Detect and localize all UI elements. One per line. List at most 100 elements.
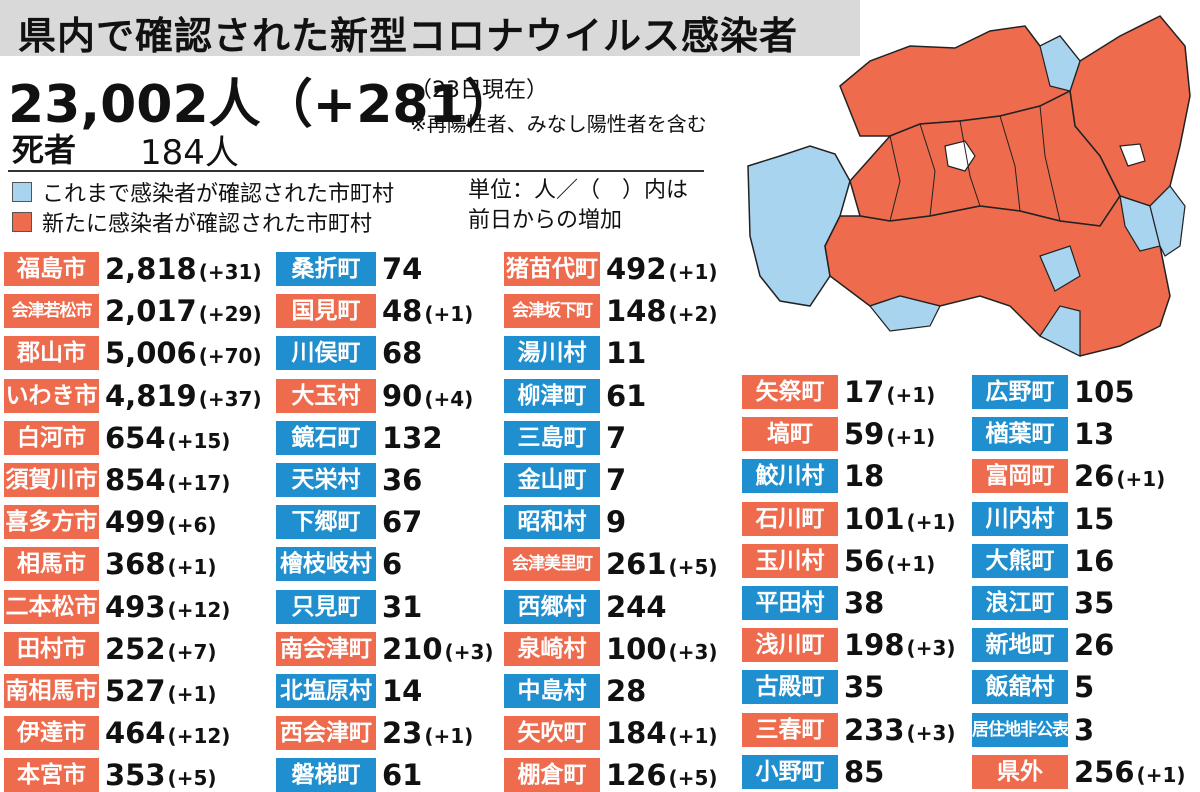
case-count: 353 (+5) xyxy=(105,758,217,792)
table-row: 川俣町 68 xyxy=(276,336,423,371)
inclusion-note: ※再陽性者、みなし陽性者を含む xyxy=(410,112,707,136)
table-row: 金山町 7 xyxy=(504,463,626,497)
table-row: 田村市 252 (+7) xyxy=(4,631,217,666)
case-increase: (+5) xyxy=(668,766,718,791)
municipality-name: 福島市 xyxy=(4,252,99,286)
case-count: 31 xyxy=(382,590,422,624)
municipality-name: 三島町 xyxy=(504,420,600,455)
unit-note: 単位：人／（ ）内は 前日からの増加 xyxy=(468,176,708,236)
case-total: 3 xyxy=(1074,712,1095,747)
case-increase: (+2) xyxy=(668,302,718,327)
case-increase: (+3) xyxy=(668,639,718,664)
case-count: 9 xyxy=(606,505,626,539)
deaths-label: 死者 xyxy=(12,131,77,169)
unit-note-line2: 前日からの増加 xyxy=(468,208,623,233)
case-total: 11 xyxy=(606,336,647,371)
municipality-name: 天栄村 xyxy=(276,463,376,497)
table-row: 相馬市 368 (+1) xyxy=(4,547,217,582)
case-total: 61 xyxy=(606,378,647,413)
table-row: 三春町 233 (+3) xyxy=(742,712,956,747)
map-east-blue xyxy=(1119,195,1161,252)
case-count: 101 (+1) xyxy=(844,502,956,536)
case-count: 85 xyxy=(844,755,884,789)
table-row: 猪苗代町 492 (+1) xyxy=(504,252,718,286)
municipality-name: 昭和村 xyxy=(504,505,600,540)
table-row: 湯川村 11 xyxy=(504,336,647,371)
municipality-name: 飯舘村 xyxy=(972,670,1068,705)
case-total: 105 xyxy=(1074,375,1135,409)
case-increase: (+31) xyxy=(198,260,262,284)
table-row: 白河市 654 (+15) xyxy=(4,420,230,455)
municipality-name: 会津美里町 xyxy=(504,547,600,582)
table-row: 平田村 38 xyxy=(742,586,884,620)
table-row: 県外 256 (+1) xyxy=(972,754,1186,789)
municipality-name: 国見町 xyxy=(276,294,376,329)
case-total: 85 xyxy=(844,754,885,789)
case-total: 5,006 xyxy=(105,336,197,371)
map-internal-border xyxy=(889,105,1061,222)
case-increase: (+3) xyxy=(906,720,956,745)
table-row: 塙町 59 (+1) xyxy=(742,417,936,452)
case-count: 16 xyxy=(1074,544,1114,578)
map-south-region xyxy=(824,195,1171,357)
case-increase: (+7) xyxy=(167,639,217,664)
case-count: 492 (+1) xyxy=(606,252,718,286)
case-total: 48 xyxy=(382,294,423,329)
map-central-blue xyxy=(1039,245,1081,292)
table-row: 棚倉町 126 (+5) xyxy=(504,758,718,792)
table-row: 須賀川市 854 (+17) xyxy=(4,463,230,497)
case-count: 15 xyxy=(1074,502,1114,536)
case-count: 233 (+3) xyxy=(844,713,956,747)
case-total: 15 xyxy=(1074,501,1115,536)
table-row: 磐梯町 61 xyxy=(276,758,422,792)
map-south-blue xyxy=(1039,305,1081,357)
case-total: 7 xyxy=(606,463,627,497)
table-row: 下郷町 67 xyxy=(276,505,422,540)
divider xyxy=(8,170,704,172)
municipality-name: 西郷村 xyxy=(504,589,600,624)
table-row: 楢葉町 13 xyxy=(972,417,1115,452)
municipality-name: 富岡町 xyxy=(972,459,1068,494)
case-count: 2,818 (+31) xyxy=(105,252,262,286)
municipality-name: 檜枝岐村 xyxy=(276,547,376,582)
municipality-name: 鮫川村 xyxy=(742,459,838,494)
municipality-name: 浅川町 xyxy=(742,628,838,663)
case-total: 68 xyxy=(382,336,423,371)
case-total: 100 xyxy=(606,631,667,666)
municipality-name: 平田村 xyxy=(742,586,838,620)
case-count: 14 xyxy=(382,674,422,708)
table-row: 北塩原村 14 xyxy=(276,674,422,708)
case-total: 6 xyxy=(382,547,403,582)
map-coast-blue xyxy=(1149,185,1186,257)
table-row: 川内村 15 xyxy=(972,501,1114,536)
case-increase: (+1) xyxy=(886,425,936,450)
case-total: 198 xyxy=(844,628,905,663)
case-total: 13 xyxy=(1074,417,1115,452)
municipality-name: 只見町 xyxy=(276,589,376,624)
case-count: 105 xyxy=(1074,375,1135,409)
case-total: 244 xyxy=(606,589,667,624)
case-total: 36 xyxy=(382,463,423,497)
case-total: 2,017 xyxy=(105,294,197,329)
case-count: 35 xyxy=(1074,586,1114,620)
case-count: 17 (+1) xyxy=(844,375,935,409)
case-increase: (+37) xyxy=(198,386,262,411)
case-count: 90 (+4) xyxy=(382,379,473,413)
case-total: 56 xyxy=(844,543,885,578)
case-increase: (+1) xyxy=(1136,762,1186,787)
municipality-name: 玉川村 xyxy=(742,543,838,578)
case-count: 18 xyxy=(844,459,884,493)
case-count: 132 xyxy=(382,421,443,455)
municipality-name: 居住地非公表 xyxy=(972,712,1068,747)
municipality-name: 大玉村 xyxy=(276,378,376,413)
case-total: 31 xyxy=(382,589,423,624)
case-count: 6 xyxy=(382,547,402,581)
table-row: 只見町 31 xyxy=(276,589,422,624)
table-row: 喜多方市 499 (+6) xyxy=(4,505,217,540)
legend-swatch-new xyxy=(12,212,32,232)
table-row: 南会津町 210 (+3) xyxy=(276,631,494,666)
case-increase: (+29) xyxy=(198,302,262,327)
municipality-name: 南会津町 xyxy=(276,631,376,666)
case-total: 7 xyxy=(606,420,627,455)
table-row: 会津若松市 2,017 (+29) xyxy=(4,294,262,329)
